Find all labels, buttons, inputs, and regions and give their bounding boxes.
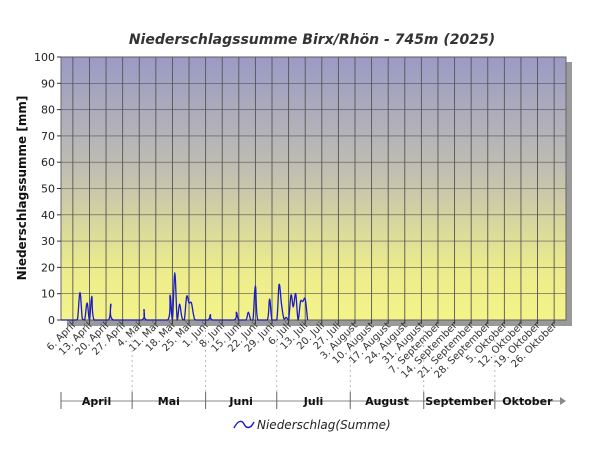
y-tick-label: 100 bbox=[34, 51, 55, 64]
month-axis: April Mai Juni Juli August September Oktober bbox=[60, 330, 566, 409]
legend: Niederschlag(Summe) bbox=[233, 418, 391, 432]
y-tick-label: 90 bbox=[41, 77, 55, 90]
month-axis-arrow bbox=[560, 397, 566, 405]
month-label: April bbox=[82, 395, 111, 408]
month-label: September bbox=[425, 395, 494, 408]
y-axis-ticks: 0 10 20 30 40 50 60 70 80 90 100 bbox=[34, 51, 61, 327]
y-tick-label: 60 bbox=[41, 156, 55, 169]
y-tick-label: 20 bbox=[41, 261, 55, 274]
y-tick-label: 80 bbox=[41, 104, 55, 117]
chart-title: Niederschlagssumme Birx/Rhön - 745m (202… bbox=[129, 32, 495, 48]
grid-lines bbox=[61, 56, 566, 321]
y-tick-label: 10 bbox=[41, 288, 55, 301]
y-tick-label: 0 bbox=[48, 314, 55, 327]
legend-line-icon bbox=[233, 420, 255, 429]
month-label: Juni bbox=[228, 395, 253, 408]
series-layer bbox=[60, 272, 309, 321]
y-axis-label: Niederschlagssumme [mm] bbox=[15, 96, 29, 281]
y-tick-label: 30 bbox=[41, 235, 55, 248]
y-tick-label: 70 bbox=[41, 130, 55, 143]
y-tick-label: 50 bbox=[41, 183, 55, 196]
month-label: August bbox=[365, 395, 409, 408]
series-line bbox=[60, 272, 309, 321]
y-tick-label: 40 bbox=[41, 209, 55, 222]
month-label: Juli bbox=[303, 395, 323, 408]
month-label: Oktober bbox=[502, 395, 553, 408]
month-label: Mai bbox=[158, 395, 180, 408]
legend-label: Niederschlag(Summe) bbox=[257, 418, 391, 432]
